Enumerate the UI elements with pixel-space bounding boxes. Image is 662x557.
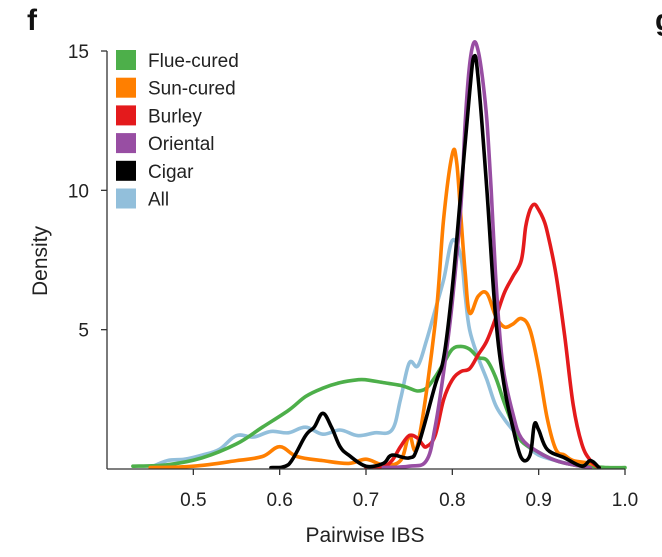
plot-area bbox=[131, 40, 627, 470]
legend-label: Cigar bbox=[148, 162, 194, 183]
x-ticks: 0.5 0.6 0.7 0.8 0.9 1.0 bbox=[180, 469, 638, 511]
legend: Flue-cured Sun-cured Burley Oriental Cigar Al… bbox=[116, 50, 239, 211]
series-line-oriental bbox=[381, 40, 593, 470]
y-axis-label: Density bbox=[29, 225, 52, 296]
legend-label: Flue-cured bbox=[148, 51, 239, 72]
series-group bbox=[131, 40, 627, 470]
x-tick-label: 0.5 bbox=[180, 490, 206, 511]
legend-item-oriental: Oriental bbox=[116, 133, 215, 155]
x-axis-label: Pairwise IBS bbox=[305, 524, 424, 547]
y-ticks: 5 10 15 bbox=[68, 42, 107, 342]
series-line-burley bbox=[364, 202, 601, 470]
legend-item-flue-cured: Flue-cured bbox=[116, 50, 239, 72]
legend-item-all: All bbox=[116, 188, 169, 211]
x-tick-label: 0.7 bbox=[353, 490, 379, 511]
panel-label-f: f bbox=[27, 4, 38, 37]
legend-item-cigar: Cigar bbox=[116, 160, 194, 183]
x-tick-label: 0.6 bbox=[266, 490, 292, 511]
legend-swatch bbox=[116, 188, 136, 209]
legend-label: Oriental bbox=[148, 134, 215, 155]
legend-label: All bbox=[148, 190, 169, 211]
series-line-all bbox=[148, 237, 593, 470]
legend-item-burley: Burley bbox=[116, 105, 202, 127]
series-line-flue-cured bbox=[131, 344, 627, 470]
legend-swatch bbox=[116, 77, 136, 98]
legend-swatch bbox=[116, 50, 136, 70]
y-tick-label: 5 bbox=[78, 321, 89, 342]
legend-swatch bbox=[116, 105, 136, 126]
y-tick-label: 15 bbox=[68, 42, 89, 63]
x-tick-label: 0.9 bbox=[525, 490, 551, 511]
y-tick-label: 10 bbox=[68, 181, 89, 202]
series-line-sun-cured bbox=[148, 147, 601, 470]
legend-swatch bbox=[116, 160, 136, 181]
legend-label: Burley bbox=[148, 106, 202, 127]
panel-label-g: g bbox=[655, 4, 662, 37]
x-tick-label: 1.0 bbox=[612, 490, 638, 511]
series-line-cigar bbox=[269, 53, 601, 470]
legend-label: Sun-cured bbox=[148, 79, 236, 100]
legend-item-sun-cured: Sun-cured bbox=[116, 77, 236, 100]
x-tick-label: 0.8 bbox=[439, 490, 465, 511]
legend-swatch bbox=[116, 133, 136, 154]
